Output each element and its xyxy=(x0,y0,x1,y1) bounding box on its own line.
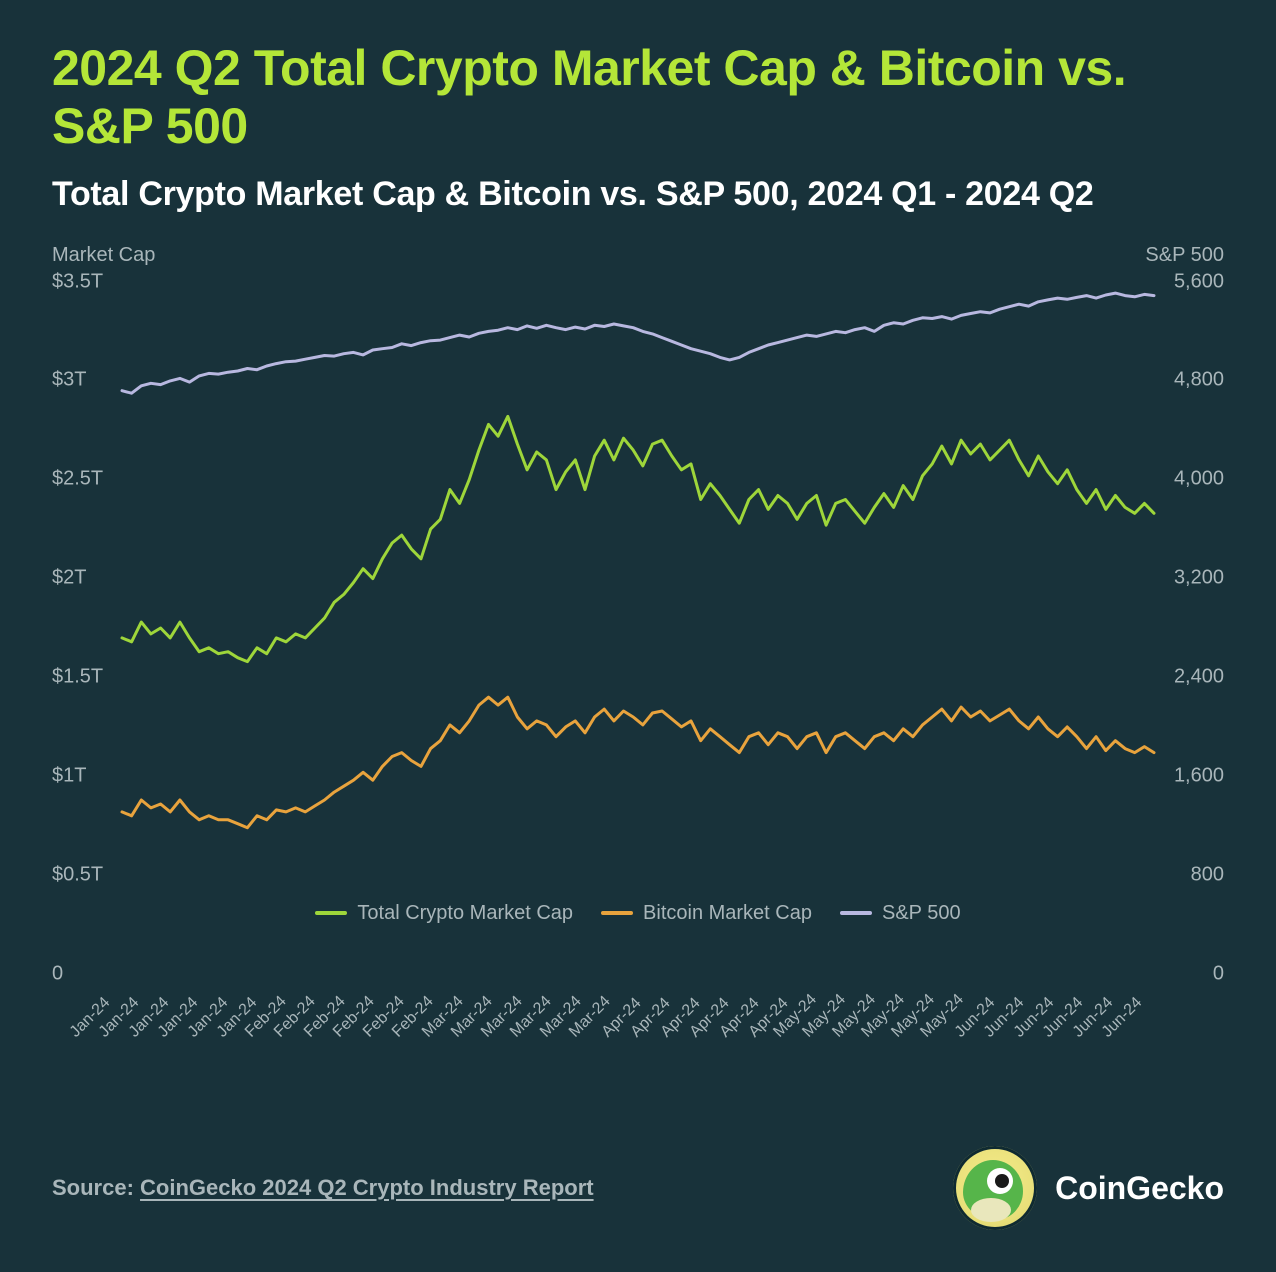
y-tick-right: 1,600 xyxy=(1164,764,1224,787)
y-axis-right-title: S&P 500 xyxy=(1145,244,1224,267)
y-tick-left: $1T xyxy=(52,764,112,787)
card-footer: Source: CoinGecko 2024 Q2 Crypto Industr… xyxy=(52,1146,1224,1230)
source-attribution: Source: CoinGecko 2024 Q2 Crypto Industr… xyxy=(52,1175,594,1201)
coingecko-logo-icon xyxy=(953,1146,1037,1230)
y-tick-left: 0 xyxy=(52,962,112,985)
chart-card: 2024 Q2 Total Crypto Market Cap & Bitcoi… xyxy=(0,0,1276,1272)
source-link[interactable]: CoinGecko 2024 Q2 Crypto Industry Report xyxy=(140,1175,594,1200)
series-line xyxy=(122,697,1154,828)
legend-label: S&P 500 xyxy=(882,902,961,925)
legend-item-sp500: S&P 500 xyxy=(840,902,961,925)
y-tick-right: 4,800 xyxy=(1164,369,1224,392)
series-line xyxy=(122,293,1154,393)
line-series-svg xyxy=(122,282,1154,974)
chart-legend: Total Crypto Market Cap Bitcoin Market C… xyxy=(52,902,1224,925)
legend-swatch xyxy=(840,911,872,915)
brand-block: CoinGecko xyxy=(953,1146,1224,1230)
y-tick-left: $1.5T xyxy=(52,665,112,688)
plot-region xyxy=(122,282,1154,974)
legend-swatch xyxy=(315,911,347,915)
legend-label: Bitcoin Market Cap xyxy=(643,902,812,925)
y-tick-left: $0.5T xyxy=(52,863,112,886)
source-prefix: Source: xyxy=(52,1175,140,1200)
y-tick-right: 2,400 xyxy=(1164,665,1224,688)
y-tick-left: $3.5T xyxy=(52,270,112,293)
legend-item-bitcoin: Bitcoin Market Cap xyxy=(601,902,812,925)
y-tick-right: 800 xyxy=(1164,863,1224,886)
legend-item-total-crypto: Total Crypto Market Cap xyxy=(315,902,573,925)
chart-subtitle: Total Crypto Market Cap & Bitcoin vs. S&… xyxy=(52,173,1224,216)
y-tick-right: 5,600 xyxy=(1164,270,1224,293)
y-tick-left: $2T xyxy=(52,567,112,590)
y-tick-right: 0 xyxy=(1164,962,1224,985)
y-tick-left: $2.5T xyxy=(52,468,112,491)
y-tick-right: 3,200 xyxy=(1164,567,1224,590)
y-tick-right: 4,000 xyxy=(1164,468,1224,491)
y-tick-left: $3T xyxy=(52,369,112,392)
chart-title: 2024 Q2 Total Crypto Market Cap & Bitcoi… xyxy=(52,40,1224,155)
legend-label: Total Crypto Market Cap xyxy=(357,902,573,925)
brand-name: CoinGecko xyxy=(1055,1170,1224,1207)
series-line xyxy=(122,416,1154,661)
legend-swatch xyxy=(601,911,633,915)
y-axis-left-title: Market Cap xyxy=(52,244,155,267)
chart-area: Market Cap S&P 500 Total Crypto Market C… xyxy=(52,244,1224,1044)
